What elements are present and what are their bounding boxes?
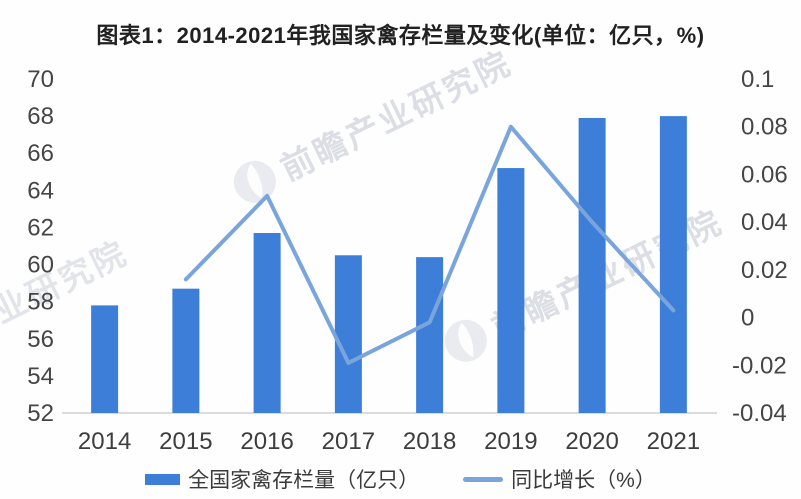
- growth-line: [183, 124, 676, 365]
- chart-legend: 全国家禽存栏量（亿只） 同比增长（%）: [0, 464, 801, 494]
- left-axis-tick-label-64: 64: [27, 177, 54, 204]
- bar-2016: [253, 233, 281, 413]
- x-axis-label-2021: 2021: [647, 428, 700, 455]
- bar-series-swatch: [145, 473, 181, 485]
- bar-2020: [578, 117, 606, 413]
- line-series-swatch: [463, 476, 504, 482]
- left-axis-tick-label-58: 58: [27, 289, 54, 316]
- left-axis-tick-label-62: 62: [27, 214, 54, 241]
- chart-plot-area: 70 68 66 64 62 60 58 56 54 52 0.1 0.08 0.06 0.04 0.02 0…: [27, 66, 788, 455]
- right-axis-tick-label-0.06: 0.06: [741, 161, 788, 188]
- legend-label: 全国家禽存栏量（亿只）: [188, 469, 420, 492]
- x-axis-label-2016: 2016: [240, 428, 293, 455]
- bar-2017: [334, 255, 362, 413]
- right-axis-tick-label-0.04: 0.04: [741, 209, 788, 236]
- legend-item-poultry-stock: 全国家禽存栏量（亿只）: [145, 464, 419, 494]
- left-axis-tick-label-70: 70: [27, 66, 54, 93]
- bar-2015: [172, 288, 200, 413]
- left-axis-tick-label-54: 54: [27, 363, 54, 390]
- left-axis-tick-label-56: 56: [27, 326, 54, 353]
- x-axis-label-2014: 2014: [78, 428, 131, 455]
- legend-label: 同比增长（%）: [511, 469, 656, 492]
- left-axis-tick-label-68: 68: [27, 103, 54, 130]
- right-axis-tick-label-0.1: 0.1: [741, 66, 774, 93]
- bar-2014: [91, 305, 119, 413]
- chart-title: 图表1：2014-2021年我国家禽存栏量及变化(单位：亿只，%): [96, 23, 705, 48]
- x-axis-label-2017: 2017: [322, 428, 375, 455]
- bar-2021: [659, 116, 687, 413]
- x-axis-label-2015: 2015: [159, 428, 212, 455]
- x-axis-label-2020: 2020: [565, 428, 618, 455]
- bar-2019: [497, 168, 525, 413]
- right-axis-tick-label-0: 0: [741, 305, 754, 332]
- left-axis-tick-label-60: 60: [27, 252, 54, 279]
- x-axis-label-2018: 2018: [403, 428, 456, 455]
- left-axis-tick-label-52: 52: [27, 400, 54, 427]
- right-axis-tick-label--0.02: -0.02: [732, 352, 787, 379]
- right-axis-tick-label--0.04: -0.04: [732, 400, 787, 427]
- left-axis-tick-label-66: 66: [27, 140, 54, 167]
- right-axis-tick-label-0.08: 0.08: [741, 114, 788, 141]
- x-axis-label-2019: 2019: [484, 428, 537, 455]
- bar-2018: [416, 257, 444, 413]
- right-axis-tick-label-0.02: 0.02: [741, 257, 788, 284]
- legend-item-yoy-growth: 同比增长（%）: [463, 464, 656, 494]
